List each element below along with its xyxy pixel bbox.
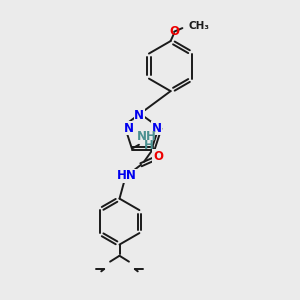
Text: NH: NH — [137, 130, 157, 143]
Text: H: H — [144, 139, 154, 152]
Text: HN: HN — [117, 169, 137, 182]
Text: N: N — [124, 122, 134, 135]
Text: O: O — [169, 25, 179, 38]
Text: O: O — [153, 150, 163, 163]
Text: N: N — [134, 109, 144, 122]
Text: CH₃: CH₃ — [188, 21, 209, 31]
Text: N: N — [152, 122, 161, 135]
